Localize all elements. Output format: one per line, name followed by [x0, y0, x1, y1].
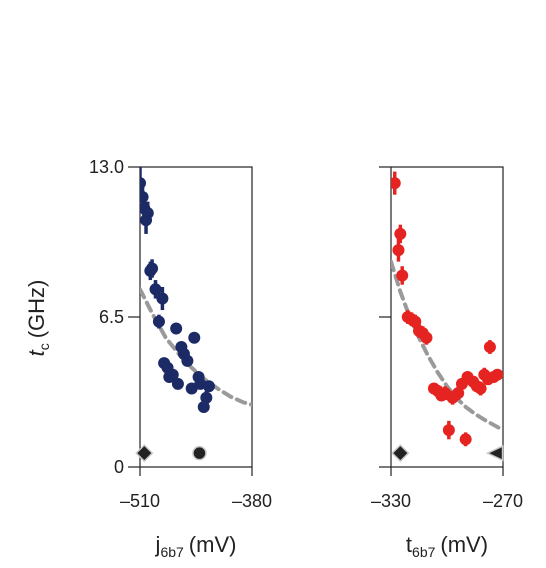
- x-axis-label: j6b7 (mV): [155, 532, 237, 560]
- x-axis-label-unit: (mV): [189, 532, 237, 557]
- data-point: [202, 380, 215, 393]
- data-point: [188, 331, 201, 344]
- data-point: [152, 315, 165, 328]
- data-point: [149, 283, 162, 296]
- y-axis-label-subscript: c: [36, 343, 52, 350]
- x-axis-label-symbol: t: [406, 532, 412, 557]
- data-point: [396, 269, 409, 282]
- data-point: [181, 354, 194, 367]
- panel-left: 0 6.5 13.0 –510 –380 j6b7 (mV): [89, 157, 272, 560]
- y-tick-label: 13.0: [89, 157, 124, 177]
- triangle-left-marker: [485, 444, 504, 462]
- data-point: [474, 382, 487, 395]
- data-point: [156, 292, 169, 305]
- y-tick-label: 6.5: [99, 307, 124, 327]
- data-point: [459, 433, 472, 446]
- diamond-marker: [135, 444, 154, 463]
- x-tick-label: –380: [232, 491, 272, 511]
- x-axis-label: t6b7 (mV): [406, 532, 488, 560]
- data-point: [166, 368, 179, 381]
- x-axis-label-symbol: j: [155, 532, 161, 557]
- circle-marker: [192, 445, 207, 461]
- x-axis-label-subscript: 6b7: [412, 544, 436, 560]
- data-point: [200, 391, 213, 404]
- x-tick-label: –510: [120, 491, 160, 511]
- data-point: [394, 227, 407, 240]
- data-point: [442, 424, 455, 437]
- data-point: [146, 262, 159, 275]
- data-point: [141, 207, 154, 220]
- data-point: [452, 387, 465, 400]
- y-axis-label-unit: (GHz): [24, 280, 49, 339]
- data-point: [491, 368, 503, 381]
- y-axis-label: tc (GHz): [24, 280, 52, 357]
- y-tick-label: 0: [114, 457, 124, 477]
- panel-right: –330 –270 t6b7 (mV): [371, 166, 523, 560]
- data-point: [171, 377, 184, 390]
- x-tick-label: –270: [483, 491, 523, 511]
- data-point: [391, 177, 401, 190]
- data-point: [392, 244, 405, 257]
- diamond-marker: [391, 444, 410, 463]
- data-point: [170, 322, 183, 335]
- data-layer: [391, 171, 503, 447]
- data-point: [420, 331, 433, 344]
- data-point: [483, 341, 496, 353]
- x-tick-label: –330: [371, 491, 411, 511]
- x-axis-label-subscript: 6b7: [160, 544, 184, 560]
- data-layer: [140, 167, 252, 413]
- x-axis-label-unit: (mV): [440, 532, 488, 557]
- y-axis-label-symbol: t: [24, 349, 49, 356]
